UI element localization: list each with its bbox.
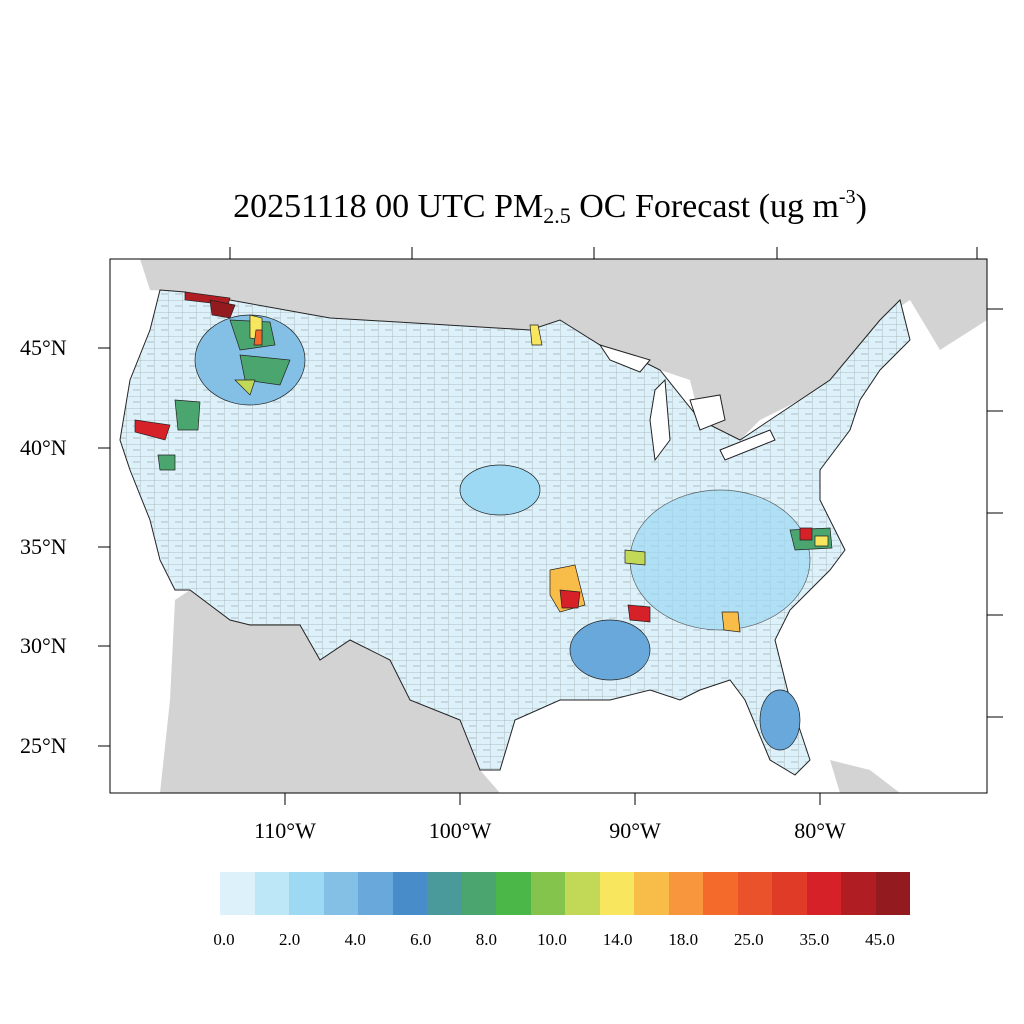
- colorbar-box: [254, 872, 289, 915]
- lon-label: 90°W: [609, 818, 661, 843]
- lat-label: 40°N: [20, 435, 67, 460]
- colorbar-label: 25.0: [733, 930, 764, 949]
- lat-label: 45°N: [20, 335, 67, 360]
- mexico-land: [160, 590, 500, 793]
- map-frame: [109, 258, 988, 794]
- concentration-patches: [134, 291, 833, 751]
- colorbar-box: [737, 872, 772, 915]
- colorbar-box: [875, 872, 910, 915]
- colorbar-box: [599, 872, 634, 915]
- colorbar: [220, 872, 910, 915]
- map-title: 20251118 00 UTC PM2.5 OC Forecast (ug m-…: [233, 186, 867, 228]
- colorbar-label: 45.0: [865, 930, 895, 949]
- colorbar-label: 6.0: [410, 930, 432, 949]
- colorbar-box: [461, 872, 496, 915]
- axis-ticks: [98, 247, 1003, 805]
- colorbar-box: [220, 872, 255, 915]
- colorbar-label: 35.0: [799, 930, 830, 949]
- canada-land: [140, 259, 987, 440]
- lat-label: 30°N: [20, 633, 67, 658]
- colorbar-label: 0.0: [213, 930, 235, 949]
- colorbar-box: [703, 872, 738, 915]
- cuba-land: [830, 760, 900, 793]
- lat-label: 35°N: [20, 534, 67, 559]
- colorbar-box: [496, 872, 531, 915]
- colorbar-box: [530, 872, 565, 915]
- colorbar-label: 4.0: [344, 930, 366, 949]
- colorbar-label: 14.0: [602, 930, 633, 949]
- colorbar-box: [323, 872, 358, 915]
- colorbar-box: [392, 872, 427, 915]
- colorbar-box: [841, 872, 876, 915]
- colorbar-label: 2.0: [278, 930, 301, 949]
- lon-label: 110°W: [254, 818, 316, 843]
- lon-label: 80°W: [794, 818, 846, 843]
- colorbar-box: [668, 872, 703, 915]
- colorbar-box: [565, 872, 600, 915]
- colorbar-box: [806, 872, 841, 915]
- colorbar-box: [289, 872, 324, 915]
- lat-label: 25°N: [20, 733, 67, 758]
- colorbar-label: 10.0: [537, 930, 567, 949]
- colorbar-label: 8.0: [475, 930, 498, 949]
- colorbar-box: [772, 872, 807, 915]
- colorbar-box: [358, 872, 393, 915]
- lon-label: 100°W: [428, 818, 492, 843]
- colorbar-box: [427, 872, 462, 915]
- great-lakes: [598, 344, 776, 462]
- colorbar-label: 18.0: [668, 930, 699, 949]
- colorbar-box: [634, 872, 669, 915]
